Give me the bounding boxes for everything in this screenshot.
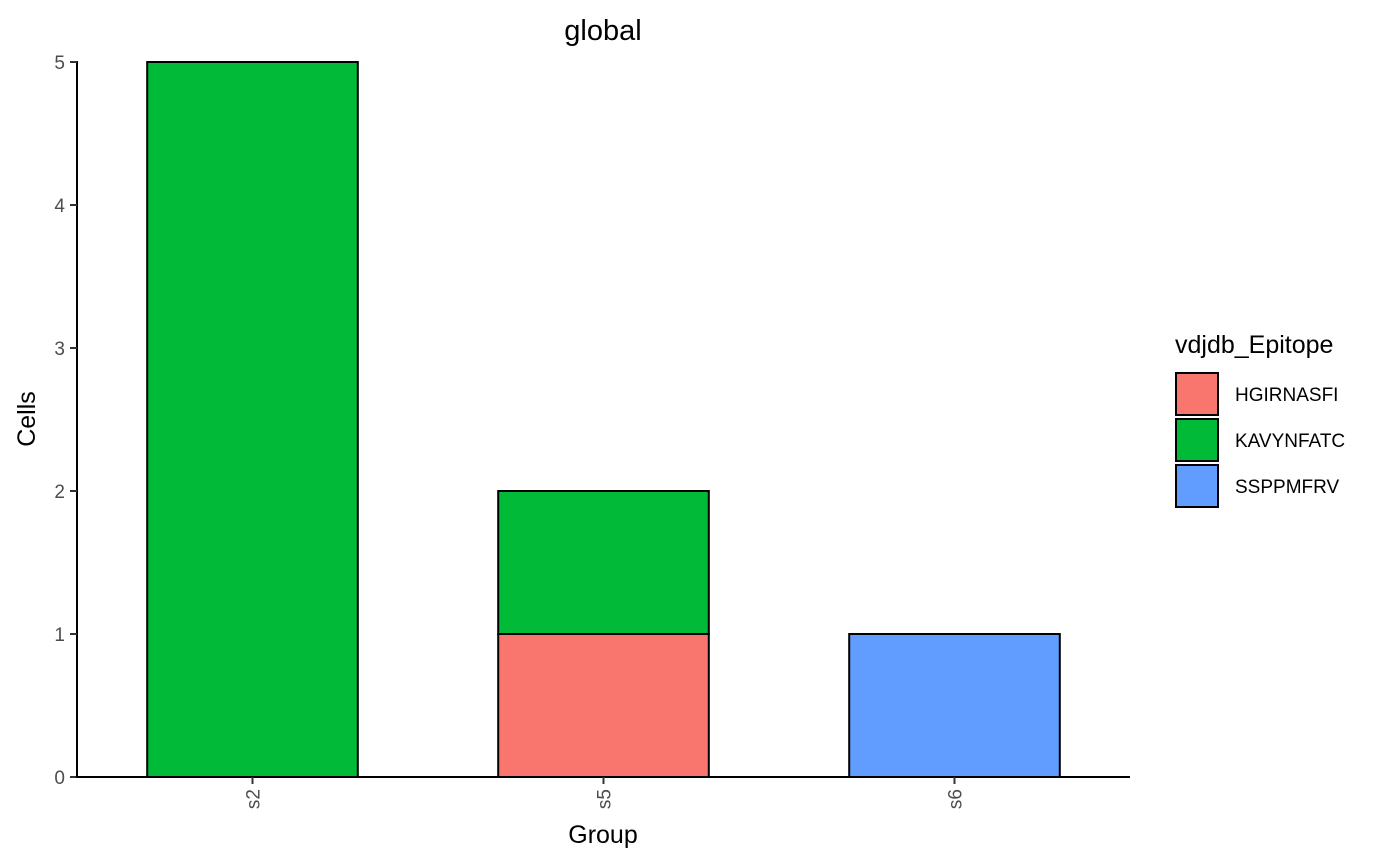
y-tick-label: 4	[54, 196, 65, 217]
legend: vdjdb_Epitope HGIRNASFI KAVYNFATC SSPPMFRV	[1175, 331, 1345, 508]
chart-title: global	[564, 15, 641, 47]
x-axis: s2 s5 s6	[76, 776, 1130, 809]
x-tick-label: s5	[595, 789, 616, 809]
legend-label: KAVYNFATC	[1235, 431, 1345, 452]
legend-label: HGIRNASFI	[1235, 385, 1338, 406]
bar-s5-HGIRNASFI	[497, 633, 710, 778]
y-tick-label: 2	[54, 482, 65, 503]
bar-s6-SSPPMFRV	[848, 633, 1061, 778]
y-tick-label: 3	[54, 339, 65, 360]
y-tick-label: 1	[54, 625, 65, 646]
legend-key	[1175, 464, 1219, 508]
x-tick-label: s6	[946, 789, 967, 809]
y-axis: 0 1 2 3 4 5	[54, 53, 78, 789]
y-axis-title: Cells	[13, 391, 41, 447]
bar-s2-KAVYNFATC	[146, 61, 359, 778]
x-tick-label: s2	[244, 789, 265, 809]
legend-label: SSPPMFRV	[1235, 477, 1340, 498]
bar-s5-KAVYNFATC	[497, 490, 710, 635]
y-tick-label: 5	[54, 53, 65, 74]
x-axis-title: Group	[568, 821, 637, 849]
plot-area	[146, 61, 1061, 778]
y-tick-label: 0	[54, 768, 65, 789]
legend-key	[1175, 418, 1219, 462]
legend-key	[1175, 372, 1219, 416]
legend-title: vdjdb_Epitope	[1175, 331, 1333, 359]
